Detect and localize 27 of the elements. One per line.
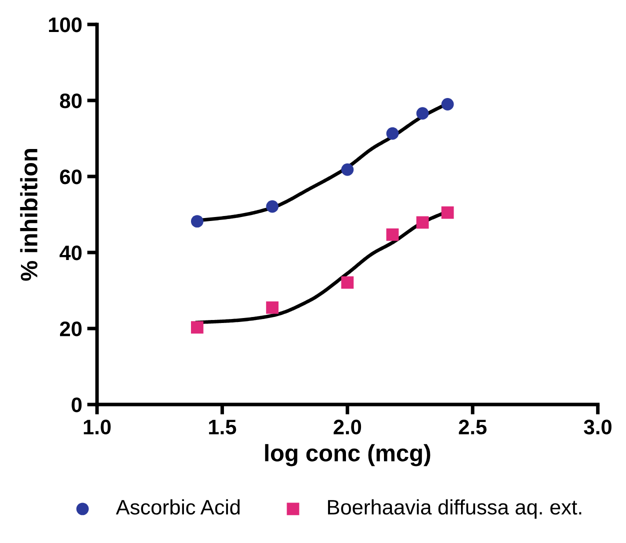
x-tick-label: 3.0	[584, 420, 612, 434]
y-tick-label: 0	[72, 398, 82, 412]
point	[190, 215, 204, 228]
y-tick-label: 100	[49, 17, 82, 32]
point	[266, 301, 279, 314]
point	[441, 206, 454, 219]
y-tick-label: 40	[60, 245, 82, 260]
point	[416, 216, 429, 229]
x-tick-label: 2.5	[458, 420, 487, 434]
y-tick-label: 80	[60, 93, 82, 108]
y-axis-title: % inhibition	[20, 149, 38, 281]
legend-label: Ascorbic Acid	[116, 499, 240, 515]
point	[341, 276, 354, 289]
legend-label: Boerhaavia diffussa aq. ext.	[328, 499, 582, 519]
point	[266, 200, 279, 213]
point	[190, 321, 204, 334]
x-tick-label: 2.0	[334, 420, 362, 434]
point	[416, 107, 429, 120]
y-tick-label: 20	[60, 322, 82, 336]
point	[441, 98, 454, 110]
point	[341, 163, 354, 176]
x-axis-title: log conc (mcg)	[265, 444, 430, 466]
y-tick-label: 60	[60, 169, 82, 184]
point	[386, 228, 399, 241]
point	[386, 127, 399, 140]
x-tick-label: 1.0	[84, 420, 111, 434]
x-tick-label: 1.5	[209, 420, 236, 434]
